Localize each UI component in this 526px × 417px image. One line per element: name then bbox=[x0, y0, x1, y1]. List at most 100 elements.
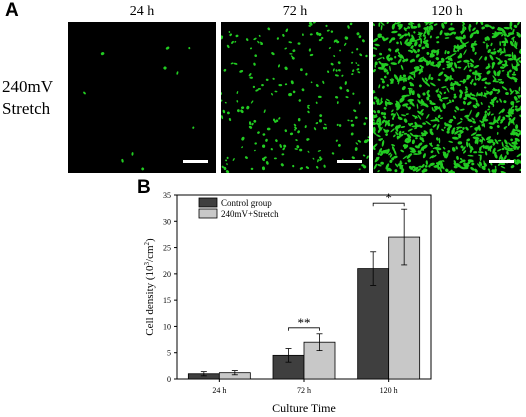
cell-dot bbox=[487, 168, 491, 171]
cell-dot bbox=[250, 167, 254, 171]
cell-dot bbox=[475, 22, 478, 25]
cell-dot bbox=[512, 128, 517, 132]
cell-dot bbox=[346, 89, 350, 93]
cell-dot bbox=[515, 129, 521, 133]
cell-dot bbox=[374, 43, 380, 47]
cell-dot bbox=[279, 144, 282, 148]
cell-dot bbox=[456, 163, 461, 168]
cell-dot bbox=[404, 78, 408, 82]
cell-dot bbox=[480, 101, 483, 106]
cell-dot bbox=[460, 117, 463, 121]
cell-dot bbox=[261, 144, 266, 148]
x-tick-label: 72 h bbox=[297, 386, 311, 395]
cell-dot bbox=[379, 151, 384, 156]
cell-dot bbox=[472, 71, 475, 75]
cell-dot bbox=[497, 27, 501, 31]
cell-dot bbox=[483, 86, 487, 89]
cell-dot bbox=[459, 53, 463, 58]
cell-dot bbox=[323, 123, 327, 126]
cell-dot bbox=[438, 137, 441, 144]
cell-dot bbox=[482, 41, 486, 44]
cell-dot bbox=[469, 97, 477, 100]
cell-dot bbox=[492, 104, 495, 108]
cell-dot bbox=[435, 64, 439, 67]
cell-dot bbox=[513, 54, 517, 61]
cell-dot bbox=[325, 126, 328, 130]
cell-dot bbox=[409, 89, 413, 93]
cell-dot bbox=[459, 93, 463, 99]
cell-dot bbox=[491, 26, 495, 30]
cell-dot bbox=[393, 74, 399, 81]
cell-dot bbox=[402, 144, 406, 148]
cell-dot bbox=[466, 93, 471, 98]
cell-dot bbox=[379, 52, 383, 56]
cell-dot bbox=[395, 101, 399, 108]
y-label-part: /cm bbox=[144, 245, 156, 262]
cell-dot bbox=[446, 130, 450, 134]
cell-dot bbox=[474, 127, 478, 131]
cell-dot bbox=[356, 68, 360, 71]
cell-dot bbox=[433, 49, 440, 54]
cell-dot bbox=[292, 164, 295, 168]
cell-dot bbox=[492, 96, 497, 102]
cell-dot bbox=[462, 42, 467, 48]
cell-dot bbox=[503, 127, 506, 130]
cell-dot bbox=[466, 117, 469, 120]
cell-dot bbox=[512, 28, 515, 34]
cell-dot bbox=[439, 117, 444, 120]
y-label-sup: 3 bbox=[143, 261, 151, 265]
cell-dot bbox=[315, 101, 318, 104]
cell-dot bbox=[350, 123, 355, 127]
cell-dot bbox=[456, 155, 459, 160]
cell-dot bbox=[424, 164, 428, 168]
cell-dot bbox=[517, 131, 521, 136]
cell-dot bbox=[500, 81, 504, 84]
cell-dot bbox=[245, 38, 249, 42]
cell-dot bbox=[452, 84, 455, 92]
cell-dot bbox=[383, 37, 389, 42]
cell-dot bbox=[373, 101, 376, 105]
cell-dot bbox=[290, 80, 294, 85]
cell-dot bbox=[241, 146, 244, 149]
cell-dot bbox=[469, 69, 472, 72]
cell-dot bbox=[400, 64, 404, 71]
cell-dot bbox=[437, 78, 441, 81]
cell-dot bbox=[496, 131, 499, 135]
cell-dot bbox=[453, 115, 456, 120]
micrograph-120h bbox=[373, 22, 521, 173]
cell-dot bbox=[222, 109, 226, 114]
cell-dot bbox=[477, 151, 484, 154]
cell-dot bbox=[322, 80, 325, 84]
cell-dot bbox=[415, 54, 420, 58]
cell-dot bbox=[307, 104, 310, 107]
cell-dot bbox=[223, 68, 227, 72]
cell-dot bbox=[345, 96, 349, 99]
y-tick-label: 15 bbox=[163, 296, 171, 305]
cell-dot bbox=[496, 148, 502, 152]
cell-dot bbox=[512, 131, 516, 136]
y-tick-label: 10 bbox=[163, 322, 171, 331]
cell-dot bbox=[356, 32, 360, 36]
cell-dot bbox=[224, 101, 227, 104]
cell-dot bbox=[336, 123, 339, 126]
cell-dot bbox=[436, 123, 440, 131]
cell-dot bbox=[275, 139, 278, 143]
cell-dot bbox=[438, 166, 443, 173]
cell-dot bbox=[409, 132, 414, 137]
cell-dot bbox=[503, 33, 507, 37]
cell-dot bbox=[374, 156, 380, 163]
cell-dot bbox=[409, 147, 416, 151]
cell-dot bbox=[514, 89, 520, 94]
cell-dot bbox=[422, 92, 426, 96]
cell-dot bbox=[253, 62, 256, 66]
cell-dot bbox=[431, 154, 437, 159]
cell-dot bbox=[442, 146, 446, 150]
cell-dot bbox=[500, 66, 505, 69]
cell-dot bbox=[299, 167, 303, 170]
cell-dot bbox=[424, 77, 429, 82]
cell-dot bbox=[503, 42, 506, 47]
cell-dot bbox=[373, 47, 378, 50]
cell-dot bbox=[445, 76, 450, 82]
cell-dot bbox=[481, 165, 486, 171]
cell-dot bbox=[404, 38, 409, 44]
